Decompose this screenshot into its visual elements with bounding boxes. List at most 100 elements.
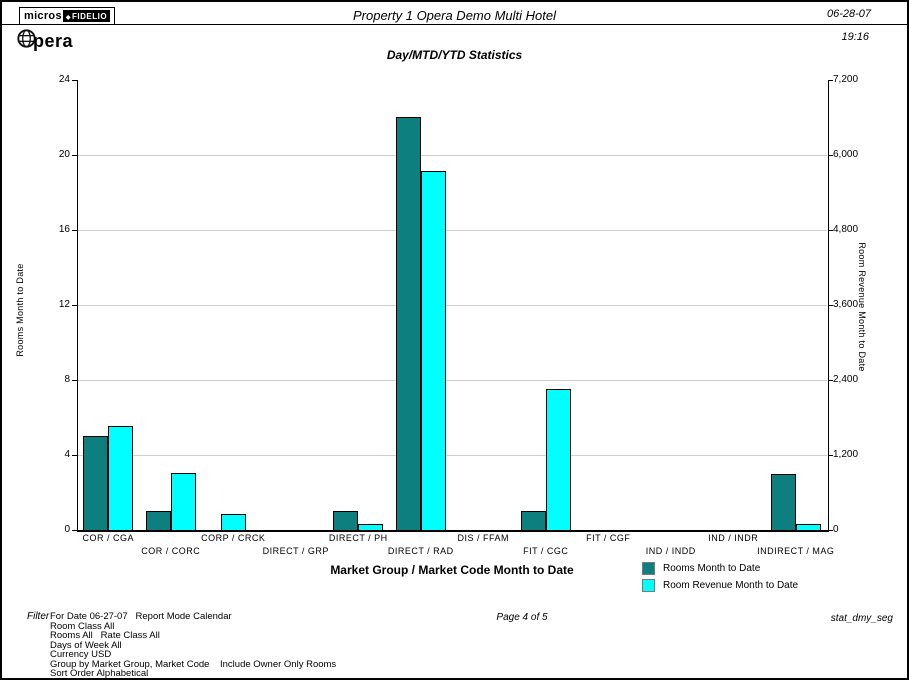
right-tick-label: 4,800 (833, 224, 859, 235)
rooms-bar (395, 117, 421, 530)
left-tick-mark (72, 529, 77, 531)
bar-group (765, 80, 828, 530)
left-tick-mark (72, 454, 77, 456)
left-tick-mark (72, 154, 77, 156)
legend-row: Room Revenue Month to Date (642, 578, 798, 592)
report-time: 19:16 (841, 31, 869, 43)
gridline (77, 305, 827, 306)
bar-group (640, 80, 703, 530)
plot-area (77, 80, 829, 532)
filter-label: Filter (27, 611, 50, 622)
category-label: COR / CGA (82, 533, 135, 543)
revenue-bar (170, 473, 196, 530)
filter-lines: For Date 06-27-07 Report Mode Calendar Ro… (50, 611, 337, 679)
right-tick-mark (828, 529, 833, 531)
chart-title: Day/MTD/YTD Statistics (386, 48, 523, 62)
bar-group (702, 80, 765, 530)
report-title: Property 1 Opera Demo Multi Hotel (352, 8, 557, 23)
bar-group (390, 80, 453, 530)
revenue-bar (220, 514, 246, 530)
filter-line: Sort Order Alphabetical (50, 668, 149, 679)
category-label: COR / CORC (141, 546, 201, 556)
left-tick-mark (72, 379, 77, 381)
gridline (77, 380, 827, 381)
filter-line: Currency USD (50, 649, 112, 660)
revenue-bar (358, 524, 384, 530)
revenue-bar (108, 426, 134, 530)
fidelio-logo-text: ◆FIDELIO (62, 10, 111, 22)
rooms-bar (83, 436, 109, 530)
rooms-bar (770, 474, 796, 530)
category-label: IND / INDR (708, 533, 759, 543)
category-label: IND / INDD (645, 546, 696, 556)
left-axis-title: Rooms Month to Date (15, 263, 25, 357)
right-tick-mark (828, 79, 833, 81)
right-tick-mark (828, 379, 833, 381)
rooms-bar (145, 511, 171, 530)
right-tick-label: 7,200 (833, 74, 859, 85)
globe-icon (17, 29, 36, 53)
category-label: INDIRECT / MAG (757, 546, 835, 556)
report-date: 06-28-07 (826, 8, 871, 20)
diamond-icon: ◆ (65, 15, 71, 21)
filter-line: Group by Market Group, Market Code Inclu… (50, 658, 337, 670)
revenue-bar (545, 389, 571, 530)
bar-group (265, 80, 328, 530)
right-tick-mark (828, 154, 833, 156)
right-tick-label: 6,000 (833, 149, 859, 160)
x-axis-title: Market Group / Market Code Month to Date (330, 563, 574, 577)
page-number: Page 4 of 5 (496, 612, 548, 623)
left-tick-label: 0 (64, 524, 70, 535)
gridline (77, 155, 827, 156)
filter-line: For Date 06-27-07 Report Mode Calendar (50, 611, 232, 622)
bar-group (452, 80, 515, 530)
category-label: DIRECT / RAD (387, 546, 454, 556)
category-label: DIRECT / PH (328, 533, 388, 543)
left-tick-label: 8 (64, 374, 70, 385)
right-tick-mark (828, 304, 833, 306)
category-label: FIT / CGC (523, 546, 569, 556)
category-label: FIT / CGF (586, 533, 631, 543)
bar-group (140, 80, 203, 530)
right-tick-label: 3,600 (833, 299, 859, 310)
opera-logo-text: pera (33, 30, 74, 51)
category-label: DIRECT / GRP (262, 546, 329, 556)
legend-label: Room Revenue Month to Date (663, 579, 799, 591)
micros-logo-text: micros (24, 10, 62, 22)
filter-line: Rooms All Rate Class All (50, 630, 160, 641)
left-tick-label: 20 (58, 149, 70, 160)
left-tick-label: 12 (58, 299, 70, 310)
category-label: DIS / FFAM (457, 533, 510, 543)
rooms-bar (333, 511, 359, 530)
legend-swatch (642, 578, 655, 592)
bar-group (577, 80, 640, 530)
revenue-bar (420, 171, 446, 530)
right-tick-mark (828, 454, 833, 456)
opera-logo: pera (17, 29, 73, 53)
right-tick-label: 0 (833, 524, 839, 535)
gridline (77, 230, 827, 231)
micros-fidelio-logo: micros ◆FIDELIO (19, 7, 116, 25)
category-label: CORP / CRCK (201, 533, 266, 543)
header-divider (2, 24, 907, 25)
right-tick-mark (828, 229, 833, 231)
filter-line: Room Class All (50, 620, 115, 632)
chart-legend: Rooms Month to Date Room Revenue Month to… (642, 561, 798, 592)
left-tick-mark (72, 304, 77, 306)
left-tick-label: 16 (58, 224, 70, 235)
left-tick-label: 4 (64, 449, 70, 460)
bar-group (515, 80, 578, 530)
bar-group (202, 80, 265, 530)
right-tick-label: 1,200 (833, 449, 859, 460)
filter-line: Days of Week All (50, 639, 122, 651)
right-tick-label: 2,400 (833, 374, 859, 385)
left-tick-label: 24 (58, 74, 70, 85)
left-tick-mark (72, 79, 77, 81)
gridline (77, 455, 827, 456)
legend-row: Rooms Month to Date (642, 561, 798, 575)
legend-swatch (642, 561, 655, 575)
left-tick-mark (72, 229, 77, 231)
bar-group (327, 80, 390, 530)
report-id: stat_dmy_seg (830, 613, 893, 624)
